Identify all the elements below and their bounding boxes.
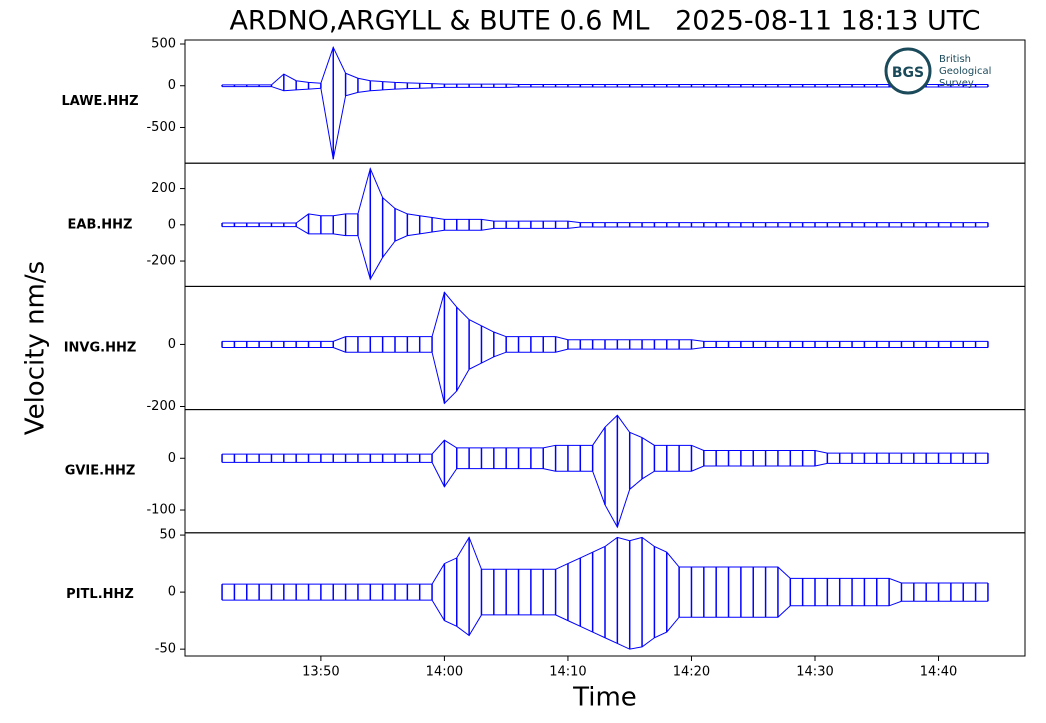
y-axis-label: Velocity nm/s bbox=[21, 261, 51, 435]
x-tick-label: 13:50 bbox=[302, 665, 339, 680]
y-tick-label: 0 bbox=[168, 451, 176, 466]
y-tick-label: 200 bbox=[151, 181, 176, 196]
x-tick-label: 14:30 bbox=[796, 665, 833, 680]
x-tick-label: 14:00 bbox=[426, 665, 463, 680]
trace-envelope bbox=[222, 167, 988, 224]
trace-envelope bbox=[222, 86, 988, 160]
station-label: GVIE.HHZ bbox=[65, 464, 136, 479]
y-tick-label: -500 bbox=[146, 120, 176, 135]
y-tick-label: 500 bbox=[151, 37, 176, 52]
y-tick-label: 0 bbox=[168, 217, 176, 232]
y-tick-label: -100 bbox=[146, 503, 176, 518]
logo-ring bbox=[884, 47, 932, 95]
y-tick-label: 0 bbox=[168, 337, 176, 352]
station-label: PITL.HHZ bbox=[66, 587, 134, 602]
x-tick-label: 14:40 bbox=[920, 665, 957, 680]
x-tick-label: 14:20 bbox=[673, 665, 710, 680]
x-tick-label: 14:10 bbox=[549, 665, 586, 680]
y-tick-label: -200 bbox=[146, 399, 176, 414]
panel-frame bbox=[184, 532, 1026, 657]
trace-envelope bbox=[222, 226, 988, 281]
trace-envelope bbox=[222, 536, 988, 585]
chart-title: ARDNO,ARGYLL & BUTE 0.6 ML 2025-08-11 18… bbox=[229, 6, 980, 37]
station-label: INVG.HHZ bbox=[64, 341, 137, 356]
trace-envelope bbox=[222, 599, 988, 650]
logo-text: Survey bbox=[939, 78, 974, 89]
logo-text: Geological bbox=[939, 66, 991, 77]
y-tick-label: 0 bbox=[168, 585, 176, 600]
y-tick-label: -200 bbox=[146, 254, 176, 269]
station-label: LAWE.HHZ bbox=[61, 94, 138, 109]
trace-envelope bbox=[222, 347, 988, 405]
trace-envelope bbox=[222, 414, 988, 455]
station-label: EAB.HHZ bbox=[68, 217, 133, 232]
y-tick-label: 0 bbox=[168, 78, 176, 93]
x-axis-label: Time bbox=[572, 683, 637, 713]
trace-envelope bbox=[222, 291, 988, 342]
y-tick-label: -50 bbox=[155, 642, 176, 657]
logo-text: British bbox=[939, 54, 971, 65]
trace-envelope bbox=[222, 461, 988, 529]
trace-envelope bbox=[222, 46, 988, 86]
y-tick-label: 50 bbox=[159, 528, 176, 543]
logo-initials: BGS bbox=[892, 65, 924, 81]
